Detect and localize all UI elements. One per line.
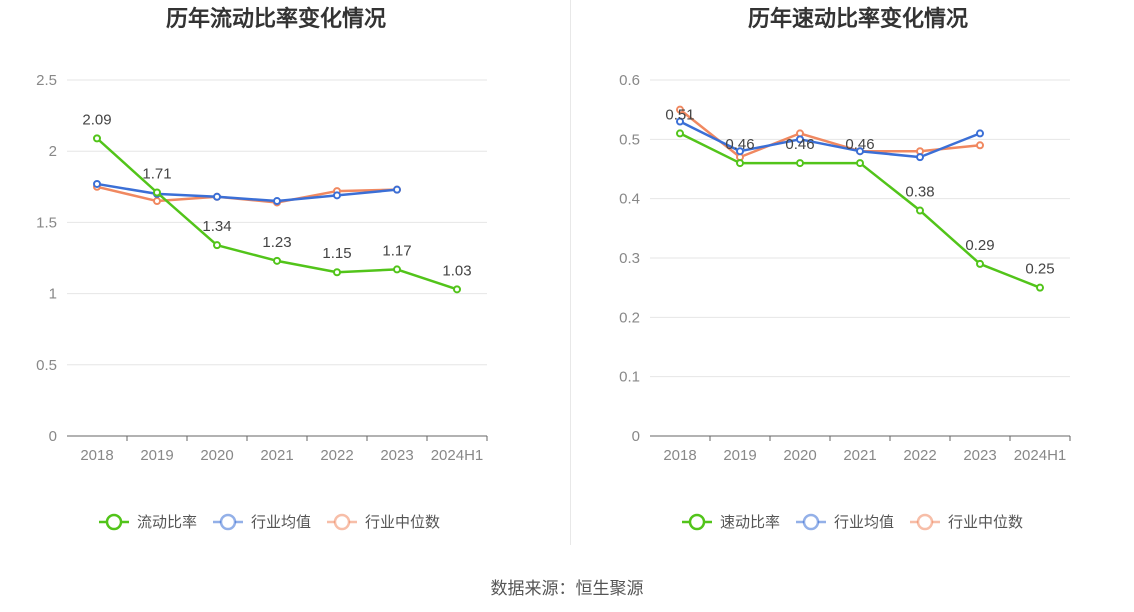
- legend-label: 行业均值: [834, 514, 894, 531]
- y-tick-label: 0.3: [619, 250, 640, 267]
- data-label: 0.51: [665, 106, 694, 123]
- data-point: [736, 147, 744, 156]
- data-label: 0.25: [1025, 261, 1054, 278]
- data-point: [676, 117, 684, 126]
- data-point: [393, 265, 401, 274]
- data-point: [273, 256, 281, 265]
- data-label: 1.15: [322, 245, 351, 262]
- data-point: [856, 147, 864, 156]
- data-point: [213, 241, 221, 250]
- series-line: [679, 132, 1041, 289]
- data-point: [333, 191, 341, 200]
- y-tick-label: 0.4: [619, 191, 640, 208]
- legend-item: 行业均值: [796, 513, 894, 531]
- data-label: 0.46: [785, 136, 814, 153]
- data-label: 1.17: [382, 242, 411, 259]
- data-point: [796, 135, 804, 144]
- chart-title: 历年速动比率变化情况: [748, 6, 968, 31]
- data-source-label: 数据来源：恒生聚源: [490, 579, 644, 598]
- x-tick-label: 2021: [260, 447, 293, 464]
- data-point: [93, 179, 101, 188]
- legend-item: 行业均值: [213, 513, 311, 531]
- x-tick-label: 2020: [783, 447, 816, 464]
- x-tick-label: 2019: [140, 447, 173, 464]
- y-tick-label: 0.5: [619, 131, 640, 148]
- data-point: [916, 206, 924, 215]
- legend-item: 流动比率: [99, 513, 197, 531]
- x-tick-label: 2018: [663, 447, 696, 464]
- x-tick-label: 2019: [723, 447, 756, 464]
- current-ratio-chart: 历年流动比率变化情况 0 0.5 1 1.5 2 2.5 2018 2019 2020 2021 20…: [36, 6, 488, 531]
- y-tick-label: 2: [49, 143, 57, 160]
- legend-swatch-marker: [105, 513, 123, 531]
- series-line: [96, 137, 458, 291]
- y-tick-label: 1: [49, 286, 57, 303]
- data-point: [153, 197, 161, 206]
- x-tick-label: 2018: [80, 447, 113, 464]
- data-point: [736, 159, 744, 168]
- data-label: 0.29: [965, 237, 994, 254]
- data-point: [976, 259, 984, 268]
- x-tick-label: 2024H1: [1014, 447, 1067, 464]
- data-label: 1.34: [202, 218, 231, 235]
- legend-label: 行业中位数: [948, 514, 1023, 531]
- chart-title: 历年流动比率变化情况: [166, 6, 386, 31]
- data-point: [93, 134, 101, 143]
- data-point: [153, 188, 161, 197]
- data-point: [333, 268, 341, 277]
- x-tick-label: 2023: [963, 447, 996, 464]
- legend-swatch-marker: [333, 513, 351, 531]
- legend-swatch-marker: [916, 513, 934, 531]
- x-tick-label: 2022: [903, 447, 936, 464]
- y-tick-label: 1.5: [36, 214, 57, 231]
- data-point: [856, 159, 864, 168]
- data-point: [676, 129, 684, 138]
- data-label: 2.09: [82, 111, 111, 128]
- series-line: [679, 120, 981, 159]
- legend-label: 行业均值: [251, 514, 311, 531]
- legend-label: 行业中位数: [365, 514, 440, 531]
- data-point: [393, 185, 401, 194]
- legend-item: 行业中位数: [327, 513, 440, 531]
- data-label: 0.38: [905, 184, 934, 201]
- x-tick-label: 2021: [843, 447, 876, 464]
- x-tick-label: 2024H1: [431, 447, 484, 464]
- data-label: 1.03: [442, 262, 471, 279]
- legend-swatch-marker: [802, 513, 820, 531]
- quick-ratio-chart: 历年速动比率变化情况 0 0.1 0.2 0.3 0.4 0.5 0.6 2018 2019 202…: [619, 6, 1071, 531]
- y-tick-label: 0.1: [619, 369, 640, 386]
- x-tick-label: 2020: [200, 447, 233, 464]
- y-tick-label: 0: [632, 428, 640, 445]
- data-point: [976, 129, 984, 138]
- data-point: [453, 285, 461, 294]
- legend-item: 行业中位数: [910, 513, 1023, 531]
- series-line: [679, 108, 981, 159]
- data-point: [213, 192, 221, 201]
- chart-divider: [570, 0, 571, 545]
- series-line: [96, 182, 398, 203]
- data-point: [273, 197, 281, 206]
- legend-swatch-marker: [688, 513, 706, 531]
- y-tick-label: 2.5: [36, 72, 57, 89]
- legend-swatch-marker: [219, 513, 237, 531]
- legend-label: 流动比率: [137, 514, 197, 531]
- data-point: [976, 141, 984, 150]
- y-tick-label: 0.2: [619, 309, 640, 326]
- legend-label: 速动比率: [720, 514, 780, 531]
- y-tick-label: 0: [49, 428, 57, 445]
- legend-item: 速动比率: [682, 513, 780, 531]
- data-label: 0.46: [845, 136, 874, 153]
- y-tick-label: 0.6: [619, 72, 640, 89]
- data-point: [796, 159, 804, 168]
- x-tick-label: 2022: [320, 447, 353, 464]
- data-label: 1.23: [262, 234, 291, 251]
- data-label: 1.71: [142, 165, 171, 182]
- data-label: 0.46: [725, 136, 754, 153]
- data-point: [676, 105, 684, 114]
- data-point: [1036, 283, 1044, 292]
- data-point: [916, 153, 924, 162]
- y-tick-label: 0.5: [36, 357, 57, 374]
- x-tick-label: 2023: [380, 447, 413, 464]
